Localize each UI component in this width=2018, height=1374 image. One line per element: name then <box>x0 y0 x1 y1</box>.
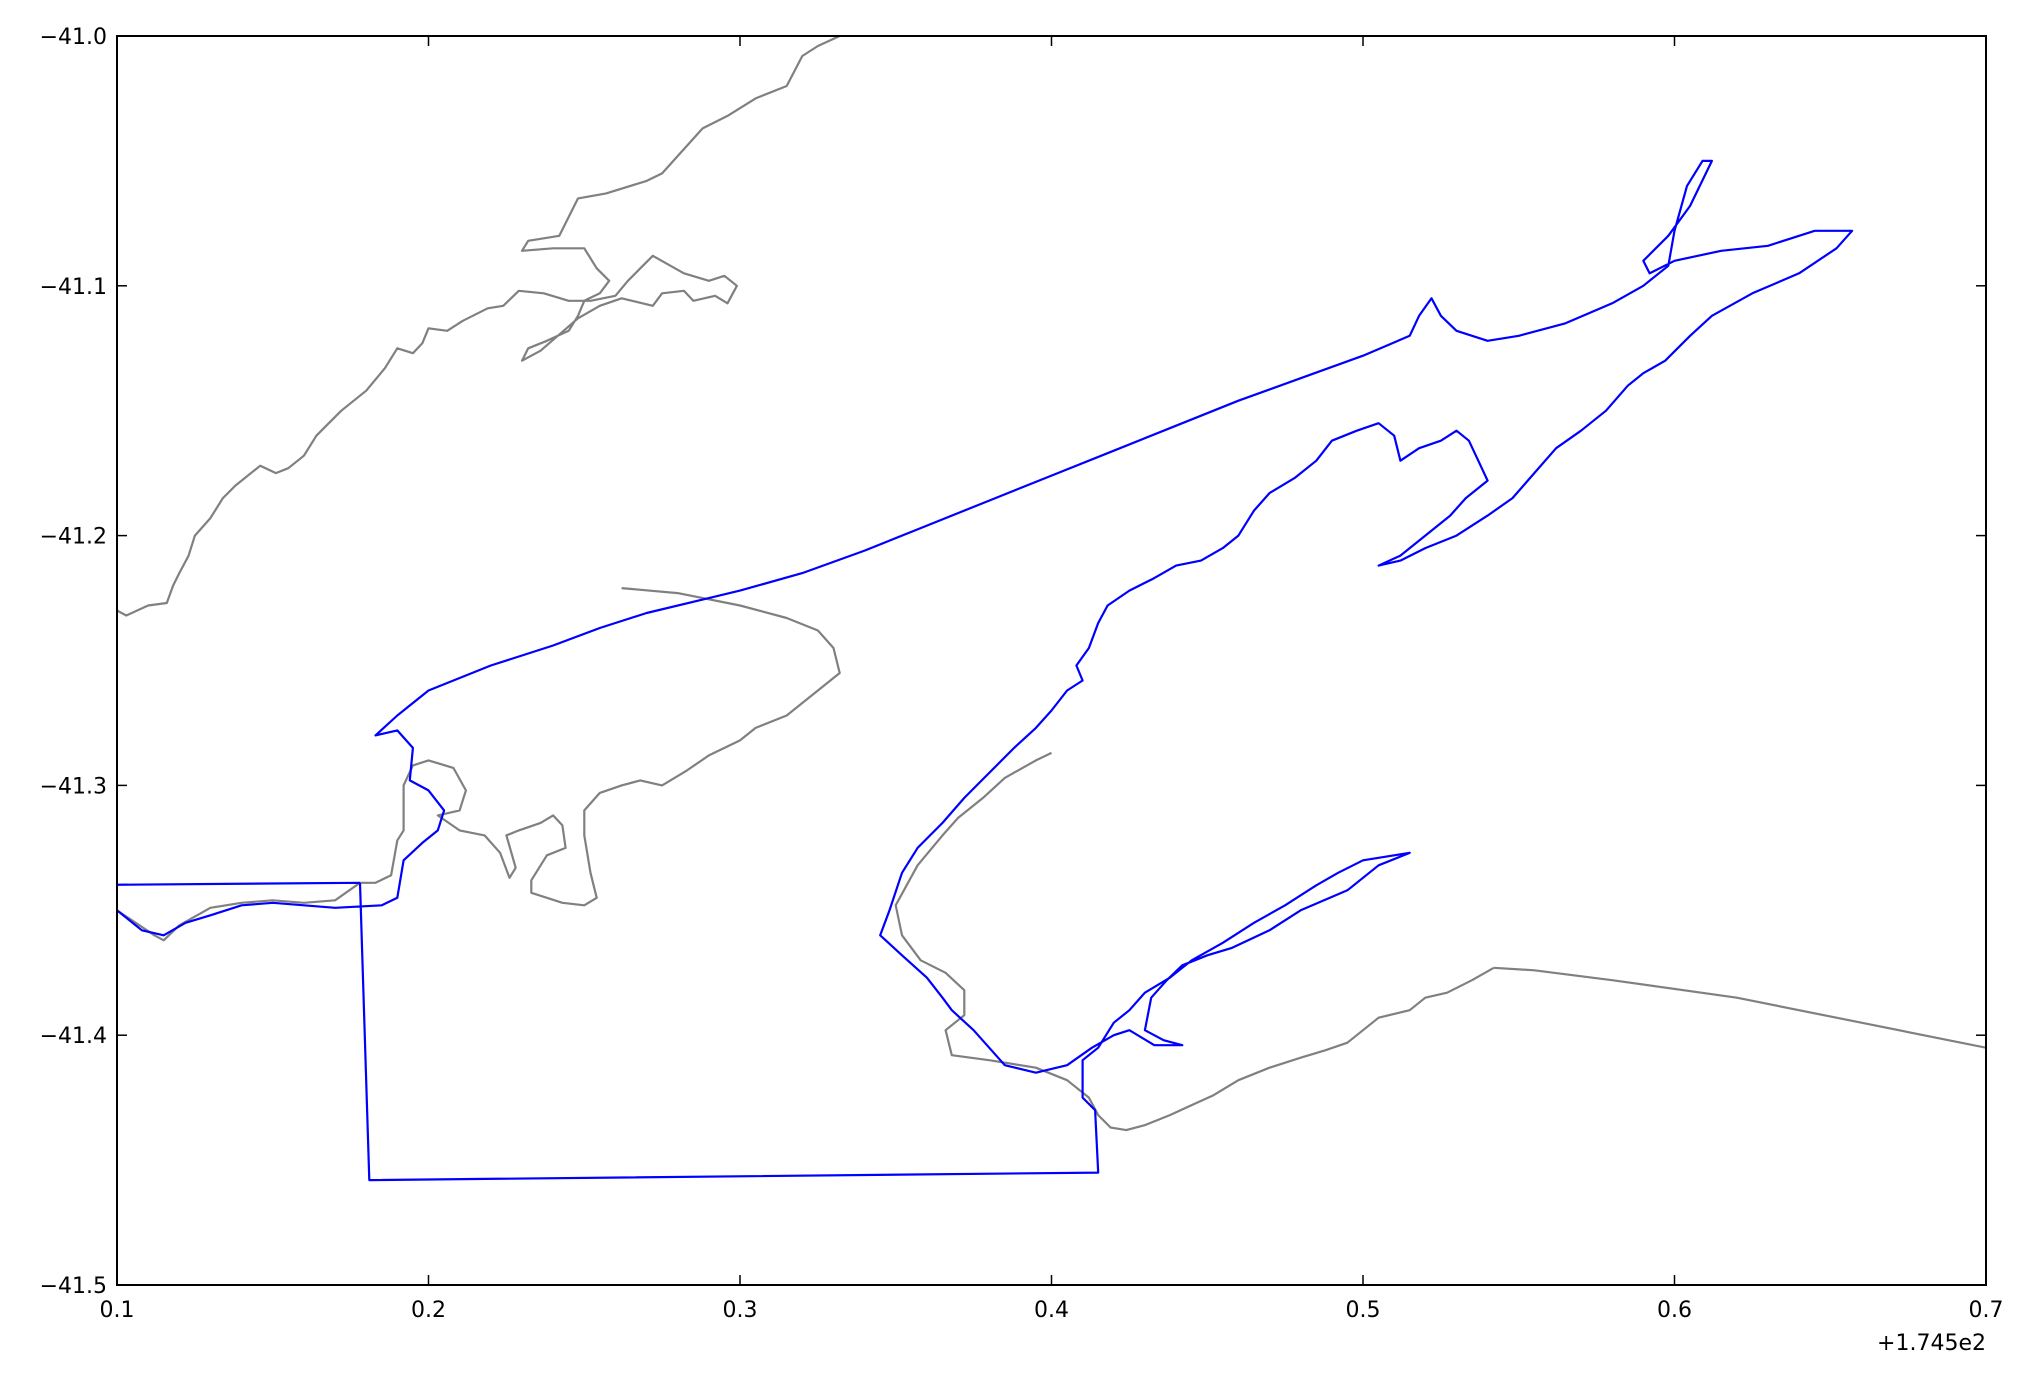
y-tick-label: −41.5 <box>40 1274 107 1299</box>
series-line-1 <box>1493 966 1986 1049</box>
x-tick-label: 0.6 <box>1657 1298 1692 1323</box>
series-line-3 <box>117 159 1854 1182</box>
x-tick-label: 0.7 <box>1969 1298 2004 1323</box>
y-tick-label: −41.2 <box>40 525 107 550</box>
series-line-0 <box>117 36 841 942</box>
x-tick-label: 0.3 <box>723 1298 758 1323</box>
y-tick-label: −41.0 <box>40 25 107 50</box>
plot-area <box>117 36 1986 1182</box>
y-axis: −41.0 −41.1 −41.2 −41.3 −41.4 −41.5 <box>40 25 1986 1299</box>
x-tick-label: 0.1 <box>100 1298 135 1323</box>
y-tick-label: −41.3 <box>40 774 107 799</box>
x-tick-label: 0.4 <box>1034 1298 1069 1323</box>
x-tick-label: 0.2 <box>411 1298 446 1323</box>
x-tick-label: 0.5 <box>1346 1298 1381 1323</box>
series-line-2 <box>894 751 1495 1132</box>
x-axis: 0.1 0.2 0.3 0.4 0.5 0.6 0.7 <box>100 36 2004 1323</box>
y-tick-label: −41.4 <box>40 1024 107 1049</box>
x-offset-label: +1.745e2 <box>1877 1331 1986 1356</box>
y-tick-label: −41.1 <box>40 275 107 300</box>
